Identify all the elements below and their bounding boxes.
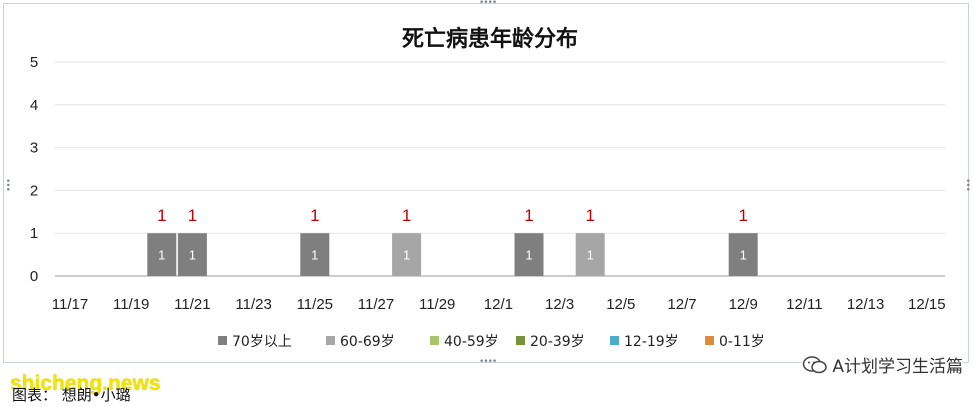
bar-value-label: 1 <box>403 248 410 263</box>
resize-handle-right[interactable]: ••• <box>962 178 972 191</box>
x-tick-label: 12/7 <box>667 296 696 313</box>
legend-label: 20-39岁 <box>530 334 585 350</box>
legend: 70岁以上 60-69岁 40-59岁 20-39岁 12-19岁 0-11岁 <box>218 334 765 350</box>
gridlines <box>55 61 945 277</box>
x-tick-label: 11/29 <box>419 296 455 313</box>
resize-handle-left[interactable]: ••• <box>2 178 12 191</box>
y-tick-label: 4 <box>30 97 38 114</box>
legend-label: 12-19岁 <box>624 334 679 350</box>
x-tick-label: 12/5 <box>606 296 635 313</box>
y-tick-label: 1 <box>30 225 38 242</box>
legend-swatch <box>326 336 335 345</box>
x-tick-label: 11/23 <box>235 296 271 313</box>
x-tick-label: 11/27 <box>358 296 394 313</box>
bar <box>514 233 544 276</box>
bar-total-label: 1 <box>402 206 411 225</box>
x-tick-label: 12/9 <box>729 296 758 313</box>
bar-value-label: 1 <box>189 248 196 263</box>
chart-frame <box>3 3 969 363</box>
chart-caption: 图表： 想朗•小璐 <box>12 386 131 404</box>
bar-value-label: 1 <box>311 248 318 263</box>
resize-handle-top[interactable]: •••• <box>479 0 497 8</box>
legend-swatch <box>430 336 439 345</box>
x-tick-label: 11/17 <box>52 296 88 313</box>
bar-total-label: 1 <box>157 206 166 225</box>
chart: 死亡病患年龄分布 0 1 2 3 4 5 11/17 11/19 11/21 11/23 11/2… <box>30 26 946 350</box>
legend-swatch <box>516 336 525 345</box>
y-axis: 0 1 2 3 4 5 <box>30 54 38 285</box>
x-tick-label: 12/3 <box>545 296 574 313</box>
watermark-text: A计划学习生活篇 <box>832 357 963 377</box>
bar-total-label: 1 <box>310 206 319 225</box>
y-tick-label: 3 <box>30 140 38 157</box>
bars: 1 1 1 1 1 1 1 1 1 1 1 1 1 1 <box>147 206 758 276</box>
bar-total-label: 1 <box>738 206 747 225</box>
x-tick-label: 12/11 <box>786 296 822 313</box>
legend-label: 40-59岁 <box>444 334 499 350</box>
x-tick-label: 12/1 <box>484 296 513 313</box>
bar <box>575 233 605 276</box>
bar <box>147 233 177 276</box>
y-tick-label: 0 <box>30 268 38 285</box>
legend-label: 0-11岁 <box>719 334 765 350</box>
site-watermark: shicheng.news <box>10 372 161 395</box>
legend-label: 60-69岁 <box>340 334 395 350</box>
legend-label: 70岁以上 <box>232 334 292 350</box>
bar <box>177 233 207 276</box>
wechat-watermark: A计划学习生活篇 <box>802 352 963 377</box>
x-tick-label: 11/25 <box>297 296 333 313</box>
x-tick-label: 12/13 <box>847 296 885 313</box>
x-tick-label: 12/15 <box>908 296 946 313</box>
y-tick-label: 2 <box>30 182 38 199</box>
x-tick-label: 11/21 <box>174 296 210 313</box>
bar <box>728 233 758 276</box>
bar-value-label: 1 <box>740 248 747 263</box>
wechat-icon <box>803 355 828 373</box>
bar-value-label: 1 <box>158 248 165 263</box>
bar <box>300 233 330 276</box>
x-tick-label: 11/19 <box>113 296 149 313</box>
bar-total-label: 1 <box>585 206 594 225</box>
resize-handle-bottom[interactable]: •••• <box>479 357 497 367</box>
legend-swatch <box>610 336 619 345</box>
bar-total-label: 1 <box>188 206 197 225</box>
legend-swatch <box>218 336 227 345</box>
y-tick-label: 5 <box>30 54 38 71</box>
bar <box>392 233 422 276</box>
chart-title: 死亡病患年龄分布 <box>402 26 578 52</box>
bar-total-label: 1 <box>524 206 533 225</box>
bar-value-label: 1 <box>587 248 594 263</box>
bar-value-label: 1 <box>525 248 532 263</box>
x-axis: 11/17 11/19 11/21 11/23 11/25 11/27 11/29 12/1 1… <box>52 296 946 313</box>
legend-swatch <box>705 336 714 345</box>
